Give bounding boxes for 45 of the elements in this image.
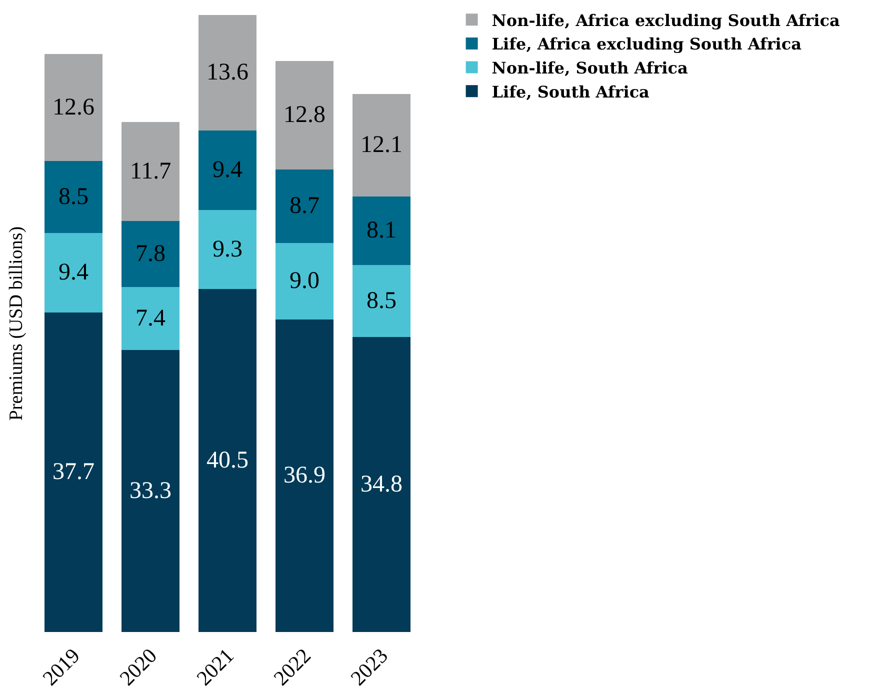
bar xyxy=(352,337,410,632)
bar xyxy=(44,54,102,161)
data-label: 9.0 xyxy=(290,268,320,294)
data-label: 13.6 xyxy=(206,60,249,86)
bar xyxy=(122,287,180,350)
data-label: 7.4 xyxy=(136,305,166,332)
bar xyxy=(198,288,256,632)
bar xyxy=(276,60,334,170)
data-label: 9.3 xyxy=(212,236,243,262)
data-label: 11.7 xyxy=(130,158,172,184)
bar xyxy=(276,169,334,243)
data-label: 12.1 xyxy=(360,132,403,158)
bar xyxy=(122,122,180,221)
bar xyxy=(122,350,180,632)
data-label: 33.3 xyxy=(130,478,172,504)
data-label: 8.5 xyxy=(58,184,89,210)
bar xyxy=(122,220,180,288)
data-label: 40.5 xyxy=(206,447,249,474)
bar xyxy=(44,160,102,233)
data-label: 8.7 xyxy=(290,193,320,220)
data-label: 36.9 xyxy=(284,462,326,489)
bar xyxy=(198,130,256,210)
bar xyxy=(276,319,334,632)
legend-label: Non-life, South Africa xyxy=(492,58,688,78)
data-label: 34.8 xyxy=(360,472,403,498)
bar xyxy=(44,232,102,312)
bar xyxy=(352,265,410,338)
data-label: 12.8 xyxy=(284,102,326,128)
legend-label: Non-life, Africa excluding South Africa xyxy=(492,10,840,30)
data-label: 12.6 xyxy=(52,94,95,120)
bar xyxy=(276,242,334,320)
data-label: 8.1 xyxy=(366,218,397,244)
y-axis-title: Premiums (USD billions) xyxy=(6,226,27,421)
data-label: 8.5 xyxy=(366,288,397,314)
data-label: 9.4 xyxy=(212,157,243,184)
legend-label: Life, South Africa xyxy=(492,82,650,102)
bar xyxy=(352,94,410,196)
data-label: 9.4 xyxy=(58,260,89,286)
legend-label: Life, Africa excluding South Africa xyxy=(492,34,802,54)
bar xyxy=(198,210,256,289)
bar xyxy=(198,15,256,130)
bar xyxy=(44,312,102,632)
data-label: 37.7 xyxy=(52,459,95,486)
data-label: 7.8 xyxy=(136,241,166,268)
bar xyxy=(352,196,410,266)
